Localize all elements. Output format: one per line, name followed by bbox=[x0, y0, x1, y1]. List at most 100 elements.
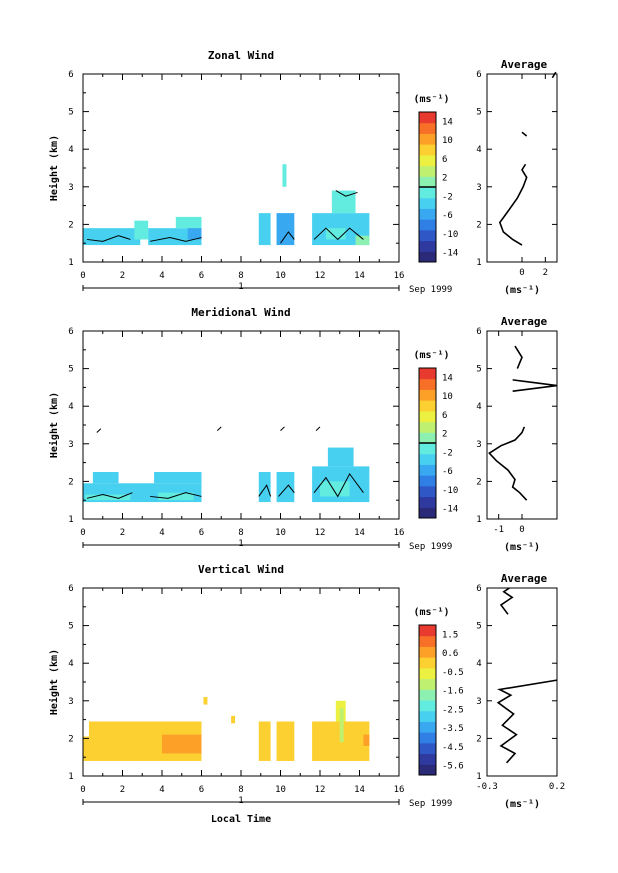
average-title: Average bbox=[501, 572, 548, 585]
colorbar-segment bbox=[419, 208, 436, 220]
average-profile-line bbox=[496, 679, 558, 764]
colorbar-frame bbox=[418, 624, 437, 776]
contour-line bbox=[86, 492, 133, 499]
x-tick-label: 12 bbox=[315, 785, 326, 795]
average-y-tick-label: 5 bbox=[476, 622, 481, 632]
x-tick-label: 8 bbox=[238, 528, 243, 538]
x-tick-label: 0 bbox=[80, 271, 85, 281]
average-y-tick-label: 4 bbox=[476, 659, 481, 669]
average-profile-segment bbox=[521, 131, 528, 137]
data-block bbox=[175, 216, 202, 229]
y-tick-label: 2 bbox=[68, 220, 73, 230]
colorbar-tick-label: -10 bbox=[442, 230, 458, 240]
y-axis-label: Height (km) bbox=[48, 135, 60, 201]
colorbar-tick-label: -0.5 bbox=[442, 668, 464, 678]
colorbar-segment bbox=[419, 507, 436, 519]
colorbar-segment bbox=[419, 251, 436, 263]
average-x-tick-label: -1 bbox=[493, 525, 504, 535]
data-block bbox=[320, 481, 350, 497]
average-x-tick-label: 0.2 bbox=[549, 782, 565, 792]
colorbar-tick-label: -4.5 bbox=[442, 743, 464, 753]
data-block bbox=[276, 472, 295, 503]
average-title: Average bbox=[501, 58, 548, 71]
x-tick-label: 12 bbox=[315, 271, 326, 281]
colorbar-unit: (ms⁻¹) bbox=[413, 94, 449, 105]
average-x-tick-label: -0.3 bbox=[476, 782, 498, 792]
colorbar-segment bbox=[419, 710, 436, 722]
average-x-axis-label: (ms⁻¹) bbox=[504, 285, 540, 296]
colorbar-segment bbox=[419, 410, 436, 423]
average-frame bbox=[486, 73, 558, 263]
average-y-tick-label: 6 bbox=[476, 327, 481, 337]
contour-line bbox=[86, 235, 131, 242]
colorbar-segment bbox=[419, 219, 436, 231]
colorbar-unit: (ms⁻¹) bbox=[413, 350, 449, 361]
colorbar-segment bbox=[419, 732, 436, 744]
colorbar-tick-label: 6 bbox=[442, 155, 447, 165]
y-tick-label: 2 bbox=[68, 477, 73, 487]
contour-line bbox=[313, 227, 364, 241]
contour-line bbox=[258, 484, 272, 497]
colorbar-segment bbox=[419, 240, 436, 252]
x-tick-label: 4 bbox=[159, 271, 164, 281]
colorbar-segment bbox=[419, 443, 436, 455]
x-tick-label: 16 bbox=[394, 785, 405, 795]
average-x-tick-label: 0 bbox=[519, 525, 524, 535]
data-block bbox=[84, 494, 131, 501]
x-tick-label: 12 bbox=[315, 528, 326, 538]
colorbar-segment bbox=[419, 764, 436, 776]
colorbar-segment bbox=[419, 378, 436, 390]
average-y-tick-label: 4 bbox=[476, 402, 481, 412]
average-y-tick-label: 6 bbox=[476, 70, 481, 80]
data-block bbox=[258, 472, 271, 503]
y-axis-label: Height (km) bbox=[48, 392, 60, 458]
x-tick-label: 14 bbox=[354, 271, 365, 281]
contour-line bbox=[313, 472, 364, 498]
x-tick-label: 10 bbox=[275, 785, 286, 795]
colorbar-segment bbox=[419, 625, 436, 637]
average-frame bbox=[486, 587, 558, 777]
data-block bbox=[92, 472, 119, 484]
x-tick-label: 2 bbox=[120, 271, 125, 281]
average-y-tick-label: 5 bbox=[476, 365, 481, 375]
data-block bbox=[162, 734, 202, 754]
colorbar-tick-label: 10 bbox=[442, 392, 453, 402]
contour-line bbox=[280, 426, 285, 432]
colorbar-tick-label: -1.6 bbox=[442, 687, 464, 697]
contour-line bbox=[315, 426, 321, 432]
colorbar-segment bbox=[419, 197, 436, 209]
average-y-tick-label: 4 bbox=[476, 145, 481, 155]
x-tick-label: 16 bbox=[394, 528, 405, 538]
date-label: Sep 1999 bbox=[409, 542, 452, 552]
data-block bbox=[258, 213, 271, 246]
x-axis-label: Local Time bbox=[211, 813, 271, 825]
colorbar-segment bbox=[419, 154, 436, 167]
y-tick-label: 4 bbox=[68, 402, 73, 412]
y-axis-label: Height (km) bbox=[48, 649, 60, 715]
colorbar-segment bbox=[419, 464, 436, 476]
y-tick-label: 4 bbox=[68, 659, 73, 669]
colorbar-segment bbox=[419, 122, 436, 134]
contour-line bbox=[278, 484, 295, 497]
y-tick-label: 3 bbox=[68, 183, 73, 193]
x-tick-label: 6 bbox=[199, 271, 204, 281]
panel-title: Vertical Wind bbox=[198, 563, 284, 576]
colorbar-tick-label: -6 bbox=[442, 211, 453, 221]
data-block bbox=[276, 721, 295, 761]
y-tick-label: 4 bbox=[68, 145, 73, 155]
data-block bbox=[187, 228, 202, 240]
y-tick-label: 6 bbox=[68, 584, 73, 594]
colorbar-segment bbox=[419, 144, 436, 156]
colorbar-segment bbox=[419, 421, 436, 433]
average-profile-segment bbox=[499, 587, 514, 615]
colorbar-segment bbox=[419, 368, 436, 380]
colorbar-tick-label: 1.5 bbox=[442, 630, 458, 640]
day-label: 1 bbox=[238, 796, 243, 806]
x-tick-label: 6 bbox=[199, 528, 204, 538]
colorbar-tick-label: 14 bbox=[442, 373, 453, 383]
data-block bbox=[231, 715, 236, 724]
data-block bbox=[258, 721, 271, 761]
colorbar-tick-label: 6 bbox=[442, 411, 447, 421]
y-tick-label: 2 bbox=[68, 734, 73, 744]
